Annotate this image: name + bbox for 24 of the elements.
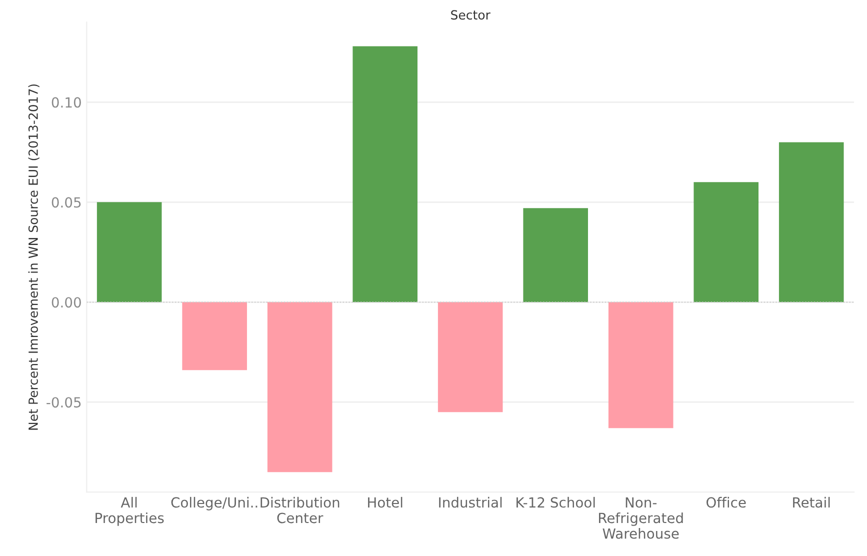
bar (96, 202, 162, 302)
bar (438, 302, 503, 412)
x-tick-label: College/Uni.. (171, 496, 258, 510)
bar (778, 142, 844, 302)
x-tick-label: Industrial (439, 496, 502, 508)
y-axis-title: Net Percent Imrovement in WN Source EUI (2013-2017) (28, 84, 40, 430)
bar (523, 208, 588, 302)
y-tick-label: -0.05 (46, 397, 81, 408)
x-tick-label: Distribution Center (260, 496, 340, 524)
chart-title: Sector (451, 10, 490, 20)
x-tick-label: All Properties (96, 496, 164, 526)
x-tick-label: K-12 School (516, 496, 595, 508)
y-tick-label: 0.10 (52, 97, 81, 108)
bar (267, 302, 332, 472)
bar (608, 302, 674, 428)
bar (352, 46, 418, 302)
x-tick-label: Hotel (368, 496, 402, 508)
x-tick-label: Non- Refrigerated Warehouse (599, 497, 683, 539)
bar (182, 302, 247, 370)
x-tick-label: Office (706, 496, 746, 508)
y-tick-label: 0.00 (52, 297, 81, 308)
bar (694, 182, 759, 302)
y-tick-label: 0.05 (52, 197, 81, 208)
x-tick-label: Retail (793, 496, 830, 508)
